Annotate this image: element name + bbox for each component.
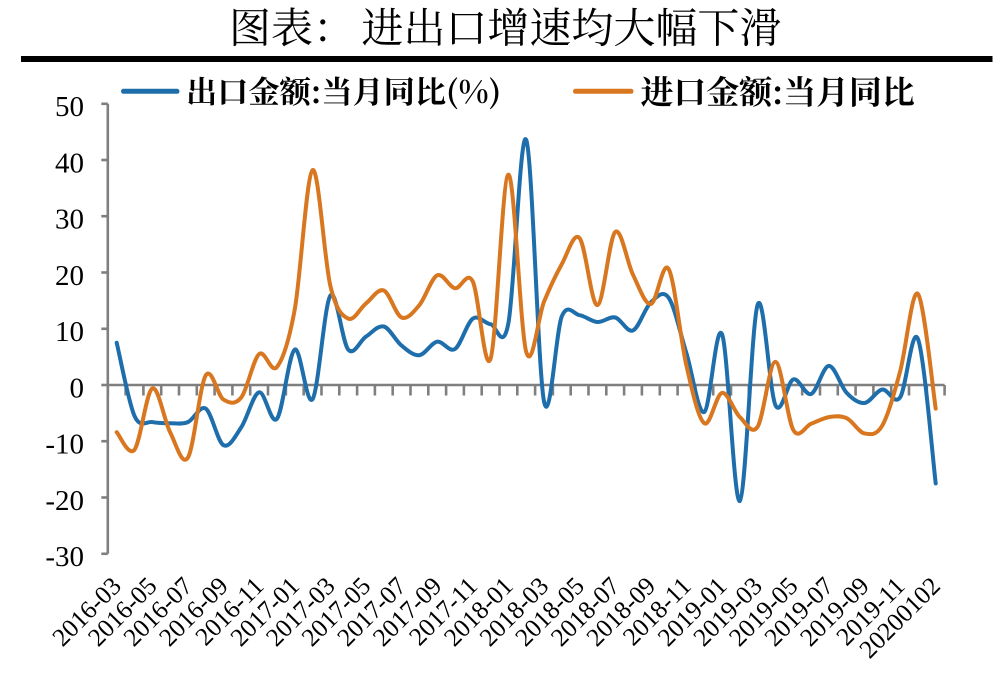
svg-text:20: 20 <box>55 260 84 292</box>
svg-text:-10: -10 <box>45 429 84 461</box>
svg-text:50: 50 <box>55 91 84 123</box>
svg-text:30: 30 <box>55 204 84 236</box>
svg-text:40: 40 <box>55 147 84 179</box>
svg-text:10: 10 <box>55 316 84 348</box>
svg-text:-20: -20 <box>45 485 84 517</box>
svg-text:-30: -30 <box>45 541 84 573</box>
svg-text:0: 0 <box>70 372 85 404</box>
